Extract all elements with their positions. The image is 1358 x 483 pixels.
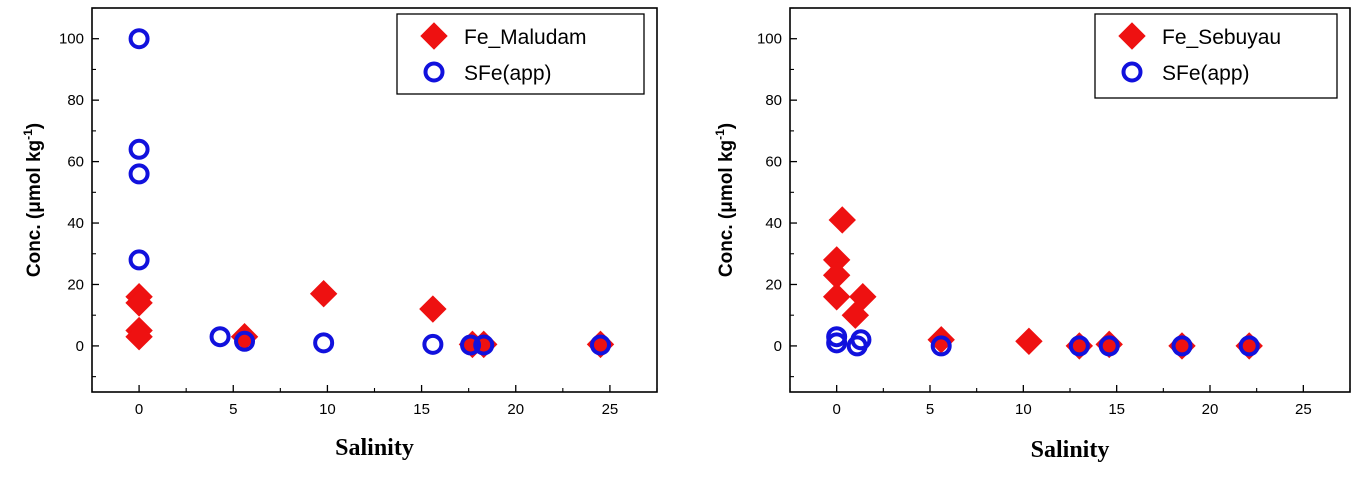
y-tick-label: 80 [765, 92, 782, 109]
x-tick-label: 15 [1108, 401, 1125, 418]
circle-point [128, 138, 150, 160]
y-axis-label: Conc. (μmol kg-1) [21, 123, 45, 277]
x-tick-label: 0 [832, 401, 840, 418]
x-axis-label: Salinity [1031, 437, 1110, 463]
circle-point [1068, 335, 1090, 357]
y-axis-label: Conc. (μmol kg-1) [713, 123, 737, 277]
circle-point [128, 163, 150, 185]
legend-label: SFe(app) [464, 62, 552, 85]
circle-point [590, 334, 611, 356]
legend-marker [420, 22, 448, 50]
legend-marker [1118, 22, 1146, 50]
y-tick-label: 0 [774, 338, 782, 355]
y-tick-label: 0 [76, 338, 84, 355]
y-tick-label: 100 [59, 31, 84, 48]
series-1 [125, 279, 615, 359]
circle-point [850, 329, 872, 351]
diamond-point [419, 295, 447, 323]
diamond-point [822, 283, 851, 311]
x-tick-label: 25 [1295, 401, 1312, 418]
diamond-point [125, 322, 153, 351]
x-tick-label: 15 [413, 401, 430, 418]
diamond-point [841, 301, 870, 329]
legend: Fe_Sebuyau SFe(app) [1094, 13, 1338, 99]
diamond-point [309, 279, 338, 308]
circle-point [473, 334, 495, 356]
circle-point [128, 249, 150, 271]
circle-point [313, 332, 335, 354]
series-2 [128, 28, 611, 356]
diamond-point [1015, 327, 1043, 356]
y-tick-label: 60 [765, 154, 782, 171]
x-tick-label: 10 [319, 401, 336, 418]
chart-panel-2: 0 5 10 15 20 25 0 20 40 60 80 100 Salinity Conc. (μmo… [713, 7, 1351, 463]
y-tick-label: 40 [765, 215, 782, 232]
y-tick-label: 20 [765, 276, 782, 293]
legend-marker [1121, 61, 1143, 83]
x-tick-label: 10 [1015, 401, 1032, 418]
x-axis-label: Salinity [335, 435, 414, 461]
series-1 [822, 206, 1263, 360]
legend: Fe_Maludam SFe(app) [396, 13, 645, 95]
y-tick-label: 60 [67, 154, 84, 171]
x-tick-label: 5 [229, 401, 237, 418]
y-tick-label: 100 [757, 31, 782, 48]
circle-point [930, 335, 952, 357]
legend-label: Fe_Sebuyau [1162, 26, 1281, 49]
data-points [822, 206, 1263, 360]
x-tick-label: 25 [602, 401, 619, 418]
y-tick-label: 40 [67, 215, 84, 232]
legend-label: Fe_Maludam [464, 26, 587, 49]
circle-point [826, 332, 848, 354]
x-tick-label: 0 [135, 401, 143, 418]
data-points [125, 28, 615, 359]
y-tick-label: 80 [67, 92, 84, 109]
circle-point [460, 334, 482, 356]
legend-label: SFe(app) [1162, 62, 1250, 85]
chart-panel-1: 0 5 10 15 20 25 0 20 40 60 80 100 Salinity Conc. (μmo… [21, 7, 658, 461]
circle-point [422, 333, 444, 355]
circle-point [128, 28, 150, 50]
series-2 [826, 326, 1260, 357]
x-tick-label: 20 [507, 401, 524, 418]
y-tick-label: 20 [67, 276, 84, 293]
x-tick-label: 5 [926, 401, 934, 418]
circle-point [1171, 335, 1193, 357]
circle-point [1238, 335, 1260, 357]
circle-point [1098, 335, 1120, 357]
circle-point [209, 326, 231, 348]
x-tick-label: 20 [1202, 401, 1219, 418]
legend-marker [423, 61, 445, 83]
circle-point [234, 330, 256, 352]
diamond-point [828, 206, 856, 234]
diamond-point [125, 289, 153, 317]
